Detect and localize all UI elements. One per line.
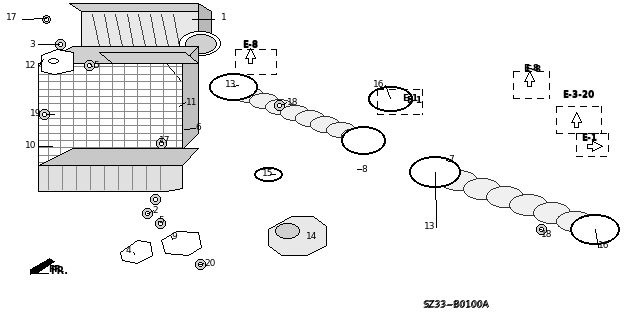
Text: 17: 17 xyxy=(159,136,170,145)
Text: E-3-20: E-3-20 xyxy=(562,90,594,99)
Text: 17: 17 xyxy=(6,13,18,22)
Text: 14: 14 xyxy=(306,232,317,241)
Text: FR.: FR. xyxy=(50,265,68,276)
Text: 16: 16 xyxy=(372,80,384,89)
Text: 13: 13 xyxy=(225,80,237,89)
Text: 16: 16 xyxy=(598,241,610,250)
Text: E-1: E-1 xyxy=(406,96,422,105)
Text: 7: 7 xyxy=(448,155,454,164)
Text: 3: 3 xyxy=(29,40,35,49)
Text: E-8: E-8 xyxy=(525,65,541,74)
Text: 4: 4 xyxy=(125,246,131,255)
Text: 11: 11 xyxy=(186,98,197,107)
Text: 5: 5 xyxy=(159,216,164,225)
Text: 2: 2 xyxy=(152,206,158,215)
Text: 10: 10 xyxy=(25,141,36,150)
Text: E-8: E-8 xyxy=(242,41,258,50)
Text: SZ33−B0100A: SZ33−B0100A xyxy=(424,300,490,309)
Text: FR.: FR. xyxy=(48,265,65,274)
Text: E-8: E-8 xyxy=(524,64,540,73)
Text: SZ33−B0100A: SZ33−B0100A xyxy=(422,301,488,310)
Text: E-1: E-1 xyxy=(581,133,597,142)
Text: 6: 6 xyxy=(195,123,201,132)
Text: E-1: E-1 xyxy=(402,94,418,103)
Text: 8: 8 xyxy=(362,165,367,174)
Text: 9: 9 xyxy=(172,232,177,241)
Text: 5: 5 xyxy=(93,61,99,70)
Text: E-3-20: E-3-20 xyxy=(562,91,594,100)
Text: 12: 12 xyxy=(25,61,36,70)
Text: 18: 18 xyxy=(541,230,552,239)
Text: E-1: E-1 xyxy=(581,134,597,143)
Text: E-8: E-8 xyxy=(242,40,258,48)
Text: 18: 18 xyxy=(287,98,298,107)
Text: 13: 13 xyxy=(424,222,435,231)
Text: 20: 20 xyxy=(205,259,216,268)
Text: 1: 1 xyxy=(221,13,227,22)
Text: 15: 15 xyxy=(262,169,273,178)
Text: 19: 19 xyxy=(30,109,42,118)
